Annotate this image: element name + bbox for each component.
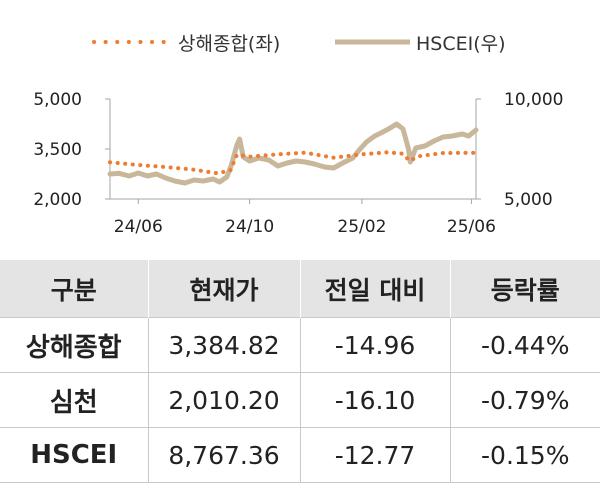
row-label: 심천 [0, 372, 148, 428]
left-tick-label: 2,000 [33, 190, 82, 210]
right-tick-label: 5,000 [504, 190, 553, 210]
cell-change: -16.10 [299, 372, 450, 428]
cell-change: -12.77 [299, 427, 450, 483]
legend-item-hscei: HSCEI(우) [335, 22, 506, 62]
table-row: 심천 2,010.20 -16.10 -0.79% [0, 372, 600, 428]
right-tick-label: 10,000 [504, 90, 563, 110]
legend-swatch-shanghai [92, 40, 170, 44]
table-row: 상해종합 3,384.82 -14.96 -0.44% [0, 317, 600, 373]
table-row: HSCEI 8,767.36 -12.77 -0.15% [0, 427, 600, 483]
header-change: 전일 대비 [299, 260, 450, 318]
legend-label-shanghai: 상해종합(좌) [178, 32, 281, 55]
row-label: 상해종합 [0, 317, 148, 373]
cell-change: -14.96 [299, 317, 450, 373]
cell-rate: -0.44% [449, 317, 600, 373]
x-tick-label: 24/06 [114, 217, 163, 237]
x-tick-label: 25/02 [337, 217, 386, 237]
header-price: 현재가 [147, 260, 300, 318]
cell-price: 8,767.36 [147, 427, 300, 483]
chart-legend: 상해종합(좌) HSCEI(우) [0, 22, 600, 62]
x-tick-label: 24/10 [225, 217, 274, 237]
left-tick-label: 5,000 [33, 90, 82, 110]
series-line-hscei [107, 121, 479, 186]
cell-rate: -0.15% [449, 427, 600, 483]
legend-label-hscei: HSCEI(우) [416, 32, 506, 55]
cell-price: 3,384.82 [147, 317, 300, 373]
header-category: 구분 [50, 275, 97, 305]
header-change-rate: 등락률 [449, 260, 600, 318]
legend-swatch-hscei [335, 39, 410, 45]
cell-rate: -0.79% [449, 372, 600, 428]
legend-item-shanghai: 상해종합(좌) [92, 22, 280, 62]
table-header-row: 구분 현재가 전일 대비 등락률 [0, 260, 600, 318]
row-label: HSCEI [0, 427, 148, 483]
line-chart: 5,000 3,500 2,000 10,000 5,000 24/06 24/10 25/0… [33, 90, 563, 237]
left-tick-label: 3,500 [33, 140, 82, 160]
cell-price: 2,010.20 [147, 372, 300, 428]
index-table: 구분 현재가 전일 대비 등락률 상해종합 3,384.82 -14.96 -0… [0, 260, 600, 483]
x-tick-label: 25/06 [447, 217, 496, 237]
